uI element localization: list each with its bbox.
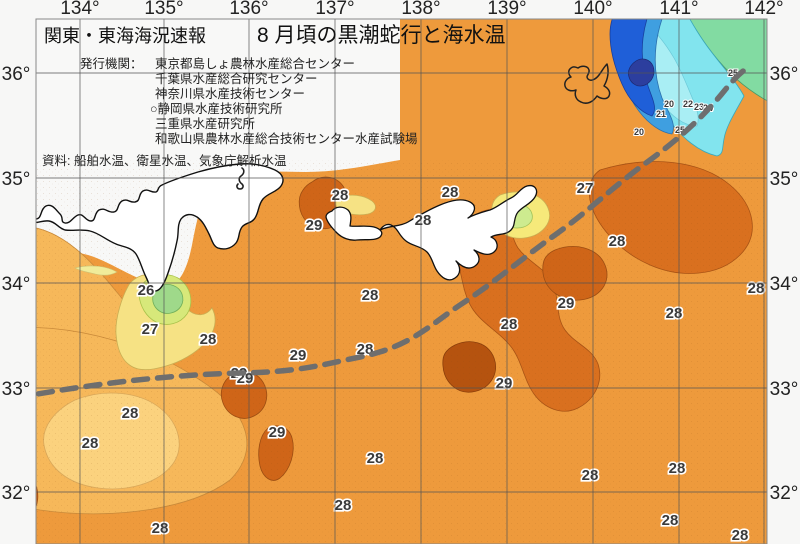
svg-text:27: 27 xyxy=(142,321,159,338)
svg-text:142°: 142° xyxy=(744,0,783,19)
svg-text:33°: 33° xyxy=(2,379,31,400)
svg-text:28: 28 xyxy=(732,527,749,544)
svg-text:28: 28 xyxy=(666,305,683,322)
svg-text:神奈川県水産技術センター: 神奈川県水産技術センター xyxy=(155,86,305,101)
svg-text:28: 28 xyxy=(335,497,352,514)
svg-text:139°: 139° xyxy=(487,0,526,19)
svg-text:135°: 135° xyxy=(144,0,183,19)
svg-text:36°: 36° xyxy=(770,64,799,85)
svg-text:34°: 34° xyxy=(770,274,799,295)
svg-text:28: 28 xyxy=(122,405,139,422)
svg-text:29: 29 xyxy=(269,424,286,441)
svg-text:20: 20 xyxy=(634,127,644,137)
svg-text:21: 21 xyxy=(656,109,666,119)
svg-text:32°: 32° xyxy=(770,483,799,504)
svg-text:28: 28 xyxy=(200,331,217,348)
svg-text:28: 28 xyxy=(362,287,379,304)
svg-text:28: 28 xyxy=(367,450,384,467)
svg-text:29: 29 xyxy=(496,375,513,392)
svg-text:34°: 34° xyxy=(2,274,31,295)
svg-text:137°: 137° xyxy=(315,0,354,19)
svg-text:28: 28 xyxy=(748,280,765,297)
svg-text:29: 29 xyxy=(558,295,575,312)
svg-text:和歌山県農林水産総合技術センター水産試験場: 和歌山県農林水産総合技術センター水産試験場 xyxy=(155,131,418,146)
svg-text:三重県水産研究所: 三重県水産研究所 xyxy=(155,116,255,131)
svg-text:35°: 35° xyxy=(770,169,799,190)
svg-text:36°: 36° xyxy=(2,64,31,85)
svg-text:35°: 35° xyxy=(2,169,31,190)
svg-text:28: 28 xyxy=(669,460,686,477)
svg-text:29: 29 xyxy=(306,217,323,234)
svg-text:32°: 32° xyxy=(2,483,31,504)
svg-text:東京都島しょ農林水産総合センター: 東京都島しょ農林水産総合センター xyxy=(155,56,355,71)
svg-text:20: 20 xyxy=(664,99,674,109)
svg-text:134°: 134° xyxy=(60,0,99,19)
svg-text:28: 28 xyxy=(609,233,626,250)
svg-text:28: 28 xyxy=(332,187,349,204)
svg-text:千葉県水産総合研究センター: 千葉県水産総合研究センター xyxy=(155,71,318,86)
svg-text:資料: 船舶水温、衛星水温、気象庁解析水温: 資料: 船舶水温、衛星水温、気象庁解析水温 xyxy=(42,153,287,168)
svg-text:136°: 136° xyxy=(229,0,268,19)
svg-text:138°: 138° xyxy=(401,0,440,19)
svg-text:関東・東海海況速報: 関東・東海海況速報 xyxy=(44,26,206,46)
svg-text:27: 27 xyxy=(577,180,594,197)
svg-text:141°: 141° xyxy=(659,0,698,19)
svg-text:28: 28 xyxy=(442,184,459,201)
svg-text:発行機関：: 発行機関： xyxy=(80,56,143,71)
svg-text:28: 28 xyxy=(662,512,679,529)
svg-text:26: 26 xyxy=(138,282,155,299)
svg-text:28: 28 xyxy=(501,316,518,333)
svg-text:22: 22 xyxy=(683,99,693,109)
svg-text:29: 29 xyxy=(290,347,307,364)
svg-text:28: 28 xyxy=(415,212,432,229)
svg-text:28: 28 xyxy=(582,467,599,484)
svg-text:33°: 33° xyxy=(770,379,799,400)
svg-text:28: 28 xyxy=(82,435,99,452)
svg-text:8 月頃の黒潮蛇行と海水温: 8 月頃の黒潮蛇行と海水温 xyxy=(257,24,506,47)
svg-text:○静岡県水産技術研究所: ○静岡県水産技術研究所 xyxy=(150,101,283,116)
svg-text:140°: 140° xyxy=(573,0,612,19)
svg-text:28: 28 xyxy=(152,520,169,537)
